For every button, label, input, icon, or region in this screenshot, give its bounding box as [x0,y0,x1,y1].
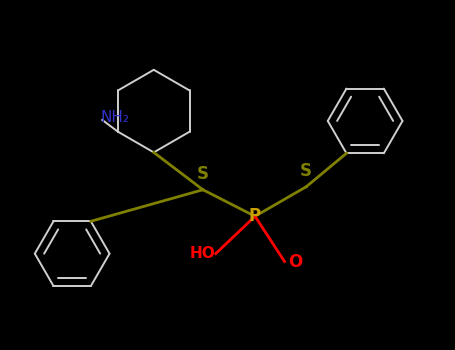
Text: NH₂: NH₂ [100,111,129,126]
Text: S: S [197,165,209,183]
Text: S: S [300,162,312,180]
Text: P: P [249,207,261,225]
Text: O: O [288,252,303,271]
Text: HO: HO [190,246,216,261]
